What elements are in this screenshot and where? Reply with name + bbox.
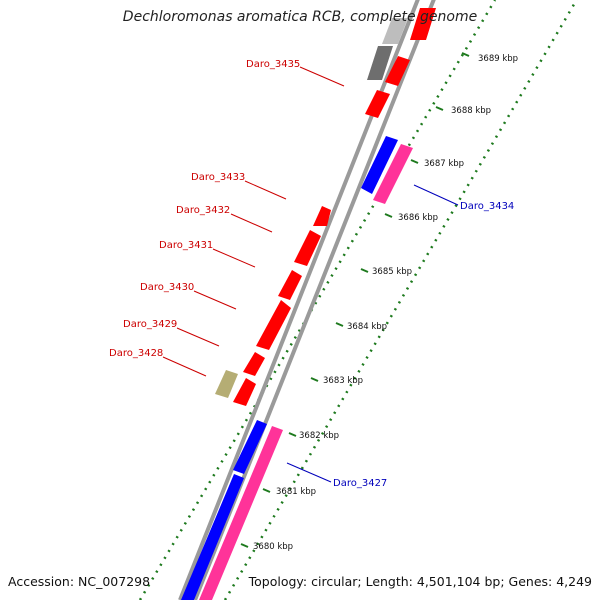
tick-label: 3685 kbp	[372, 267, 412, 277]
tick-marks	[240, 52, 470, 548]
gene-label-daro-3435[interactable]: Daro_3435	[246, 59, 300, 70]
gene-gray-2	[367, 46, 393, 80]
tick-mark	[310, 377, 319, 382]
leader-line-3429	[176, 327, 220, 347]
inner-dotted-ring	[223, 0, 579, 600]
gene-blue-3427a	[233, 420, 267, 474]
gene-blue-3434	[361, 136, 398, 194]
tick-label: 3684 kbp	[347, 322, 387, 332]
gene-label-daro-3433[interactable]: Daro_3433	[191, 172, 245, 183]
gene-red-3428	[233, 378, 256, 406]
leader-line-3434	[413, 184, 459, 206]
gene-blue-3427b	[181, 474, 244, 600]
leader-line-3435	[299, 66, 345, 87]
gene-label-daro-3430[interactable]: Daro_3430	[140, 282, 194, 293]
genome-backbone-inner	[193, 0, 436, 600]
gene-red-3429	[243, 352, 265, 376]
tick-label: 3681 kbp	[276, 487, 316, 497]
leader-line-3427	[286, 462, 332, 483]
gene-label-daro-3434[interactable]: Daro_3434	[460, 201, 514, 212]
gene-red-3430	[256, 300, 291, 350]
tick-mark	[435, 106, 444, 111]
leader-line-3431	[212, 248, 256, 268]
gene-pink-3434	[373, 144, 413, 204]
gene-label-daro-3432[interactable]: Daro_3432	[176, 205, 230, 216]
tick-label: 3688 kbp	[451, 106, 491, 116]
gene-red-top	[410, 8, 436, 40]
gene-red-3433	[313, 206, 331, 226]
tick-label: 3682 kbp	[299, 431, 339, 441]
tick-label: 3683 kbp	[323, 376, 363, 386]
gene-label-daro-3431[interactable]: Daro_3431	[159, 240, 213, 251]
tick-mark	[360, 268, 369, 273]
gene-pink-3427	[199, 426, 283, 600]
tick-mark	[461, 52, 470, 57]
accession-text: Accession: NC_007298	[8, 574, 151, 589]
outer-dotted-ring	[138, 0, 497, 600]
tick-mark	[384, 213, 393, 218]
gene-gray-top	[382, 18, 408, 44]
genome-title: Dechloromonas aromatica RCB, complete ge…	[122, 9, 478, 25]
tick-label: 3687 kbp	[424, 159, 464, 169]
tick-label: 3689 kbp	[478, 54, 518, 64]
tick-label: 3680 kbp	[253, 542, 293, 552]
tick-mark	[288, 432, 297, 437]
tick-mark	[335, 322, 344, 327]
gene-label-daro-3427[interactable]: Daro_3427	[333, 478, 387, 489]
leader-line-3428	[162, 356, 207, 377]
leader-line-3433	[244, 180, 287, 200]
tick-mark	[262, 488, 271, 493]
gene-red-3	[385, 56, 410, 86]
gene-label-daro-3428[interactable]: Daro_3428	[109, 348, 163, 359]
tick-mark	[410, 159, 419, 164]
gene-olive-3428	[215, 370, 238, 398]
gene-red-3431	[278, 270, 302, 300]
genome-summary-text: Topology: circular; Length: 4,501,104 bp…	[248, 574, 592, 589]
leader-line-3430	[193, 290, 237, 310]
gene-red-3432	[294, 230, 321, 266]
leader-line-3432	[230, 213, 273, 233]
gene-label-daro-3429[interactable]: Daro_3429	[123, 319, 177, 330]
gene-red-3435	[365, 90, 390, 118]
leader-lines	[162, 66, 459, 483]
tick-label: 3686 kbp	[398, 213, 438, 223]
tick-mark	[240, 543, 249, 548]
